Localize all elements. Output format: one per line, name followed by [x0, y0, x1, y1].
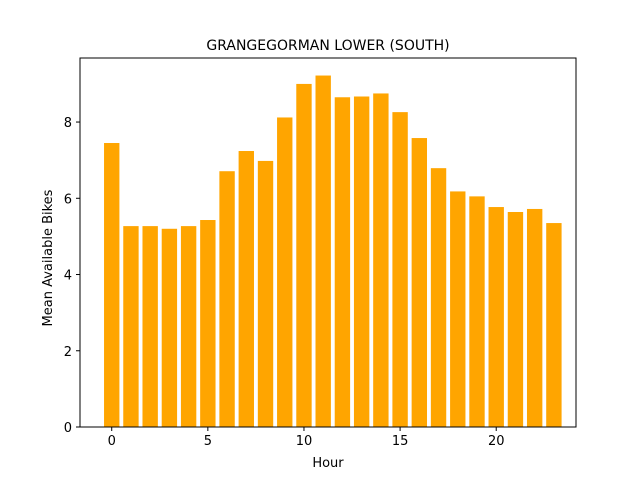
bar-hour-14	[373, 93, 389, 427]
bar-hour-19	[469, 196, 485, 427]
bar-hour-13	[353, 96, 370, 427]
bar-hour-21	[507, 212, 524, 427]
y-axis-ticks: 0 2 4 6 8	[64, 116, 80, 436]
y-tick-label: 4	[64, 269, 72, 284]
bar-hour-23	[546, 223, 562, 427]
bar-hour-2	[142, 226, 158, 427]
y-tick-label: 6	[64, 192, 72, 207]
y-tick-label: 2	[64, 345, 72, 360]
bar-hour-11	[315, 75, 331, 427]
x-tick-label: 5	[204, 434, 212, 449]
bars-group	[104, 75, 562, 428]
bar-hour-16	[411, 138, 428, 428]
bar-hour-6	[219, 171, 235, 427]
chart-title: GRANGEGORMAN LOWER (SOUTH)	[206, 38, 449, 54]
bar-hour-9	[277, 117, 293, 427]
bar-hour-8	[257, 160, 274, 427]
x-tick-label: 0	[108, 434, 116, 449]
bar-hour-3	[161, 228, 178, 427]
bar-hour-12	[334, 97, 351, 427]
x-axis-ticks: 0 5 10 15 20	[108, 427, 505, 449]
bar-hour-20	[488, 207, 504, 427]
y-tick-label: 8	[64, 116, 72, 131]
bar-hour-10	[296, 83, 312, 428]
x-tick-label: 10	[296, 434, 313, 449]
bar-hour-15	[392, 112, 408, 428]
bar-hour-4	[180, 226, 197, 427]
x-tick-label: 15	[392, 434, 409, 449]
x-axis-label: Hour	[312, 456, 344, 471]
bar-hour-18	[450, 191, 466, 427]
bar-hour-22	[526, 208, 543, 427]
y-axis-label: Mean Available Bikes	[41, 189, 56, 326]
bar-hour-17	[430, 168, 447, 427]
bar-hour-5	[200, 220, 216, 427]
bar-hour-7	[238, 151, 254, 427]
plot-area-frame	[79, 57, 577, 428]
bar-hour-0	[104, 143, 120, 427]
bar-hour-1	[123, 226, 139, 427]
y-tick-label: 0	[64, 421, 72, 436]
x-tick-label: 20	[488, 434, 505, 449]
